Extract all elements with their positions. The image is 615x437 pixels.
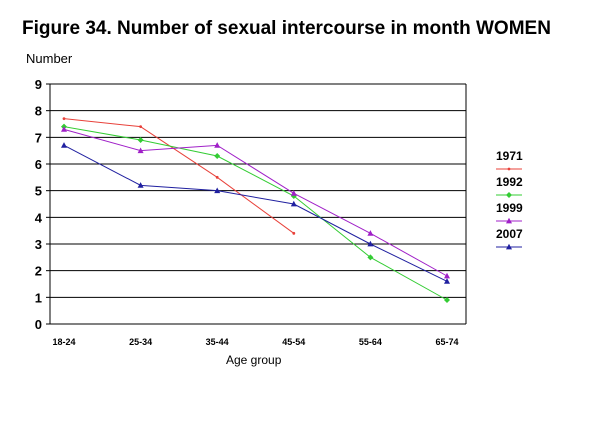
data-point <box>444 272 450 279</box>
series-2007 <box>61 142 450 284</box>
legend-marker-1971 <box>507 167 511 171</box>
legend-marker-1999 <box>506 217 512 224</box>
data-point <box>139 125 143 129</box>
series-line-1992 <box>63 126 448 301</box>
x-tick-labels: 18-24 25-34 35-44 45-54 55-64 65-74 <box>52 337 458 347</box>
data-point <box>292 231 296 235</box>
data-point <box>215 175 219 179</box>
axes <box>46 83 467 325</box>
x-tick-label: 25-34 <box>129 337 152 347</box>
legend-marker-1992 <box>506 192 512 198</box>
data-point <box>367 240 374 247</box>
data-point <box>367 230 374 236</box>
y-tick-label: 6 <box>35 157 42 172</box>
data-point <box>290 200 297 207</box>
data-point <box>214 153 221 159</box>
data-point <box>290 190 297 196</box>
y-tick-label: 1 <box>35 290 42 305</box>
legend-label-1999: 1999 <box>496 201 523 215</box>
data-point <box>61 126 67 132</box>
data-point <box>214 142 221 148</box>
x-tick-label: 18-24 <box>52 337 75 347</box>
y-tick-label: 2 <box>35 264 42 279</box>
y-tick-label: 4 <box>35 210 43 225</box>
legend: 1971 1992 1999 2007 <box>496 149 523 250</box>
series-1999 <box>61 126 450 279</box>
y-tick-label: 3 <box>35 237 42 252</box>
series-1992 <box>61 123 450 303</box>
series-line-1971 <box>63 118 295 234</box>
data-point <box>367 254 374 261</box>
y-tick-label: 5 <box>35 184 42 199</box>
y-tick-label: 7 <box>35 130 42 145</box>
y-tick-labels: 0 1 2 3 4 5 6 7 8 9 <box>35 77 43 332</box>
data-point <box>137 147 144 154</box>
data-point <box>444 297 450 303</box>
gridlines <box>50 83 466 298</box>
data-point <box>214 187 221 194</box>
y-tick-label: 9 <box>35 77 42 92</box>
series-1971 <box>62 117 296 235</box>
x-axis-label: Age group <box>226 353 282 367</box>
legend-label-1992: 1992 <box>496 175 523 189</box>
x-tick-label: 35-44 <box>206 337 229 347</box>
data-point <box>62 117 66 121</box>
y-axis-label: Number <box>26 51 73 66</box>
data-point <box>137 137 144 143</box>
legend-label-2007: 2007 <box>496 227 523 241</box>
x-tick-label: 65-74 <box>435 337 458 347</box>
data-point <box>137 182 144 188</box>
y-tick-label: 8 <box>35 104 42 119</box>
series-line-1999 <box>63 128 448 277</box>
data-point <box>444 278 450 284</box>
x-tick-label: 45-54 <box>282 337 305 347</box>
legend-marker-2007 <box>506 243 512 250</box>
series-lines <box>61 117 450 303</box>
data-point <box>61 142 67 148</box>
chart-title: Figure 34. Number of sexual intercourse … <box>22 18 551 39</box>
series-line-2007 <box>63 144 448 282</box>
legend-label-1971: 1971 <box>496 149 523 163</box>
x-tick-label: 55-64 <box>359 337 382 347</box>
y-tick-label: 0 <box>35 317 42 332</box>
